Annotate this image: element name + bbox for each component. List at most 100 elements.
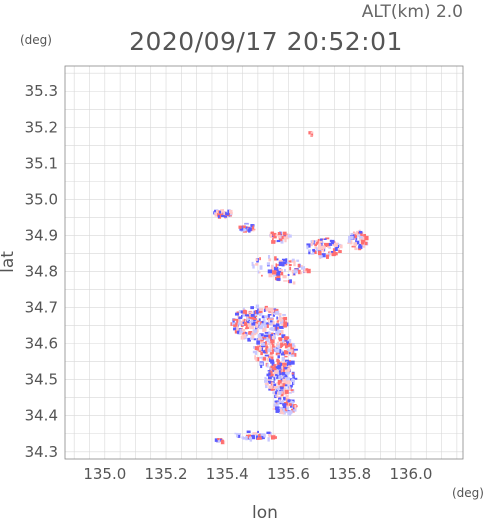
echo-point <box>312 251 315 254</box>
echo-point <box>271 344 275 348</box>
echo-point <box>256 320 260 323</box>
echo-point <box>289 349 293 354</box>
echo-point <box>267 437 270 442</box>
y-tick-labels: 34.3 34.4 34.5 34.6 34.7 34.8 34.9 35.0 35.1 35.2… <box>25 82 58 461</box>
echo-point <box>252 317 257 320</box>
echo-point <box>268 273 273 278</box>
echo-point <box>270 231 275 235</box>
echo-point <box>250 314 255 320</box>
echo-point <box>251 334 255 339</box>
echo-point <box>278 261 283 267</box>
echo-point <box>331 252 335 256</box>
echo-point <box>270 352 273 355</box>
echo-point <box>257 437 262 440</box>
echo-point <box>275 364 278 366</box>
echo-point <box>260 364 263 369</box>
echo-point <box>312 248 316 253</box>
echo-point <box>236 432 239 438</box>
echo-point <box>280 351 286 356</box>
echo-point <box>270 359 275 364</box>
echo-point <box>249 332 254 336</box>
echo-point <box>275 333 278 335</box>
echo-point <box>273 383 277 387</box>
echo-point <box>260 337 263 342</box>
echo-point <box>276 364 281 370</box>
echo-point <box>323 242 326 247</box>
echo-point <box>270 320 273 324</box>
echo-point <box>272 372 275 377</box>
echo-point <box>256 340 260 345</box>
echo-point <box>362 245 366 248</box>
echo-point <box>253 351 256 353</box>
echo-point <box>282 403 287 406</box>
echo-point <box>282 383 286 387</box>
echo-point <box>258 318 261 322</box>
echo-point <box>273 403 277 407</box>
echo-point <box>273 334 275 339</box>
x-tick-label: 135.2 <box>145 465 188 483</box>
echo-point <box>338 248 340 250</box>
echo-point <box>276 316 278 320</box>
echo-point <box>218 212 224 216</box>
echo-point <box>315 247 318 252</box>
echo-point <box>308 249 312 252</box>
echo-point <box>278 375 280 379</box>
echo-point <box>276 330 280 334</box>
echo-point <box>237 432 242 435</box>
echo-point <box>360 240 365 245</box>
echo-point <box>287 411 292 416</box>
echo-point <box>257 322 262 326</box>
echo-point <box>283 336 288 341</box>
echo-point <box>286 369 290 372</box>
x-tick-label: 135.0 <box>83 465 126 483</box>
echo-point <box>284 355 288 358</box>
x-tick-label: 135.6 <box>267 465 310 483</box>
echo-point <box>347 242 351 244</box>
echo-point <box>264 316 269 319</box>
echo-point <box>216 210 221 213</box>
echo-point <box>329 239 332 243</box>
echo-point <box>255 304 260 309</box>
echo-point <box>278 399 281 402</box>
echo-point <box>233 324 238 327</box>
echo-point <box>259 265 263 270</box>
echo-point <box>287 353 291 356</box>
echo-point <box>280 375 283 379</box>
echo-point <box>284 344 288 349</box>
echo-point <box>314 243 317 247</box>
echo-point <box>272 349 274 354</box>
echo-point <box>249 227 252 230</box>
echo-point <box>328 242 333 246</box>
echo-point <box>268 310 273 313</box>
echo-point <box>290 360 295 365</box>
echo-point <box>258 349 261 353</box>
echo-point <box>229 209 233 215</box>
echo-point <box>282 339 285 343</box>
echo-point <box>266 324 269 328</box>
echo-point <box>285 394 289 400</box>
echo-point <box>280 271 284 276</box>
echo-point <box>337 243 342 247</box>
echo-point <box>273 312 277 316</box>
echo-point <box>283 343 288 345</box>
echo-point <box>354 247 358 251</box>
echo-point <box>238 225 242 229</box>
echo-point <box>272 324 278 327</box>
echo-point <box>308 249 311 255</box>
echo-point <box>221 215 225 217</box>
echo-point <box>298 269 301 275</box>
echo-point <box>325 237 330 240</box>
echo-point <box>283 396 286 401</box>
echo-point <box>217 437 220 441</box>
echo-point <box>338 250 342 254</box>
echo-point <box>257 334 261 338</box>
echo-point <box>281 367 284 372</box>
echo-point <box>272 332 276 335</box>
echo-point <box>284 367 289 370</box>
chart-title: 2020/09/17 20:52:01 <box>129 27 403 56</box>
echo-point <box>280 392 284 397</box>
echo-point <box>267 380 272 383</box>
echo-point <box>273 266 279 272</box>
echo-point <box>270 326 273 331</box>
echo-point <box>327 251 330 254</box>
